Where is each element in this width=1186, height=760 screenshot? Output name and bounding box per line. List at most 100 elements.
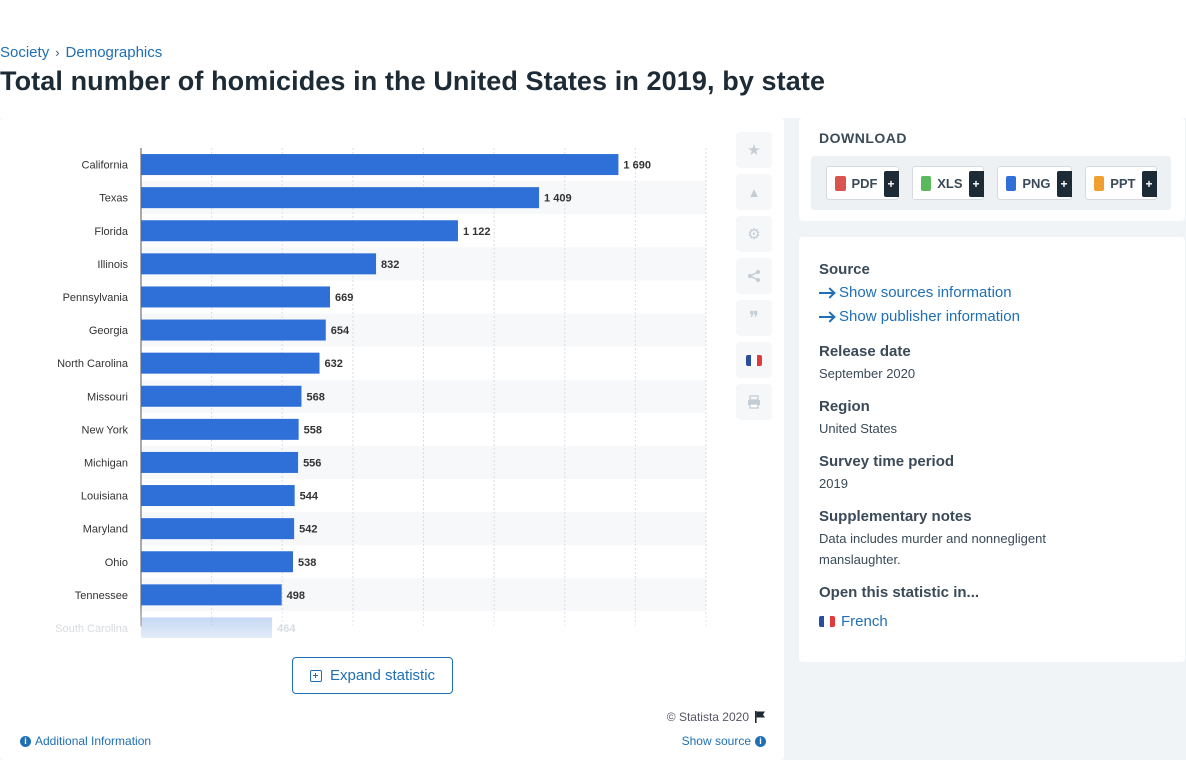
png-file-icon [1005, 175, 1017, 191]
download-png-label: PNG [1022, 175, 1051, 191]
value-label: 654 [331, 325, 350, 337]
category-label: Michigan [84, 457, 128, 469]
download-xls-label: XLS [937, 175, 963, 191]
bar-missouri[interactable] [141, 385, 302, 407]
bar-texas[interactable] [141, 187, 540, 209]
category-label: Pennsylvania [63, 292, 129, 304]
share-button[interactable] [736, 258, 772, 294]
download-ppt-button[interactable]: PPT + [1084, 166, 1157, 200]
ppt-file-icon [1093, 175, 1105, 191]
bar-north-carolina[interactable] [141, 352, 320, 374]
share-icon [748, 270, 760, 282]
survey-period-value: 2019 [819, 476, 848, 491]
bar-chart: California 1 690 Texas 1 409 Florida 1 122 Ill… [0, 148, 730, 638]
info-icon: i [20, 735, 31, 747]
show-source-label: Show source [681, 734, 751, 748]
bar-georgia[interactable] [141, 319, 326, 341]
bar-michigan[interactable] [141, 451, 299, 473]
language-button[interactable] [736, 342, 772, 378]
notification-button[interactable]: ▲ [736, 174, 772, 210]
download-title: DOWNLOAD [819, 130, 907, 146]
expand-icon [309, 669, 322, 682]
breadcrumb-society[interactable]: Society [0, 44, 50, 61]
show-sources-label: Show sources information [839, 284, 1012, 301]
source-heading: Source [819, 261, 870, 278]
download-png-button[interactable]: PNG + [996, 166, 1072, 200]
survey-period-heading: Survey time period [819, 453, 955, 470]
print-icon [748, 395, 760, 409]
plus-icon: + [1141, 171, 1157, 197]
bar-maryland[interactable] [141, 518, 295, 540]
category-label: Tennessee [75, 590, 128, 602]
settings-button[interactable]: ⚙ [736, 216, 772, 252]
open-in-french-link[interactable]: French [819, 613, 888, 630]
value-label: 1 409 [544, 193, 572, 205]
category-label: Florida [94, 226, 129, 238]
star-icon: ★ [747, 142, 761, 159]
show-publisher-link[interactable]: Show publisher information [819, 308, 1020, 325]
value-label: 498 [287, 590, 305, 602]
show-sources-link[interactable]: Show sources information [819, 284, 1012, 301]
bar-ohio[interactable] [141, 551, 293, 573]
download-buttons: PDF + XLS + PNG + PPT + [811, 156, 1171, 210]
expand-statistic-label: Expand statistic [329, 667, 436, 684]
plus-icon: + [968, 171, 984, 197]
category-label: Missouri [87, 391, 128, 403]
supplementary-notes-heading: Supplementary notes [819, 508, 972, 525]
french-flag-icon [746, 354, 762, 366]
bar-california[interactable] [141, 154, 619, 176]
top-bar: Society › Demographics Total number of h… [0, 0, 1186, 118]
french-flag-icon [819, 616, 835, 627]
favorite-button[interactable]: ★ [736, 132, 772, 168]
category-label: Ohio [105, 557, 128, 569]
chart-tools: ★ ▲ ⚙ ❞ [736, 132, 772, 420]
region-heading: Region [819, 398, 870, 415]
bar-louisiana[interactable] [141, 485, 295, 507]
breadcrumb-demographics[interactable]: Demographics [65, 44, 163, 61]
arrow-right-icon [819, 315, 833, 318]
open-statistic-heading: Open this statistic in... [819, 584, 980, 601]
page-title: Total number of homicides in the United … [0, 66, 826, 96]
category-label: North Carolina [57, 358, 129, 370]
download-xls-button[interactable]: XLS + [911, 166, 984, 200]
value-label: 538 [298, 557, 316, 569]
category-label: Illinois [97, 259, 128, 271]
additional-information-link[interactable]: i Additional Information [20, 734, 151, 748]
bar-tennessee[interactable] [141, 584, 282, 606]
cite-button[interactable]: ❞ [736, 300, 772, 336]
quote-icon: ❞ [749, 307, 759, 328]
value-label: 556 [303, 457, 321, 469]
expand-statistic-button[interactable]: Expand statistic [292, 657, 453, 694]
bell-icon: ▲ [747, 184, 761, 200]
category-label: Georgia [89, 325, 129, 337]
download-pdf-label: PDF [851, 175, 878, 191]
print-button[interactable] [736, 384, 772, 420]
category-label: Texas [99, 193, 128, 205]
bar-new-york[interactable] [141, 418, 299, 440]
copyright: © Statista 2020 [667, 710, 766, 724]
flag-report-icon[interactable] [755, 711, 766, 723]
category-label: Louisiana [81, 491, 129, 503]
value-label: 669 [335, 292, 353, 304]
value-label: 1 122 [463, 226, 491, 238]
statistic-info-card: Source Show sources information Show pub… [799, 237, 1185, 662]
info-icon: i [755, 735, 766, 747]
download-ppt-label: PPT [1110, 175, 1136, 191]
value-label: 832 [381, 259, 399, 271]
bar-florida[interactable] [141, 220, 458, 242]
download-pdf-button[interactable]: PDF + [825, 166, 899, 200]
value-label: 568 [306, 391, 324, 403]
value-label: 544 [300, 491, 319, 503]
category-label: California [82, 160, 129, 172]
bar-pennsylvania[interactable] [141, 286, 330, 308]
supplementary-notes-value: Data includes murder and nonnegligent ma… [819, 531, 1046, 567]
breadcrumb: Society › Demographics [0, 44, 162, 61]
bar-illinois[interactable] [141, 253, 377, 275]
value-label: 632 [325, 358, 343, 370]
category-label: Maryland [83, 524, 128, 536]
plus-icon: + [883, 171, 899, 197]
pdf-file-icon [834, 175, 846, 191]
show-source-link[interactable]: Show source i [682, 734, 766, 748]
breadcrumb-separator: › [55, 45, 60, 60]
value-label: 542 [299, 524, 317, 536]
